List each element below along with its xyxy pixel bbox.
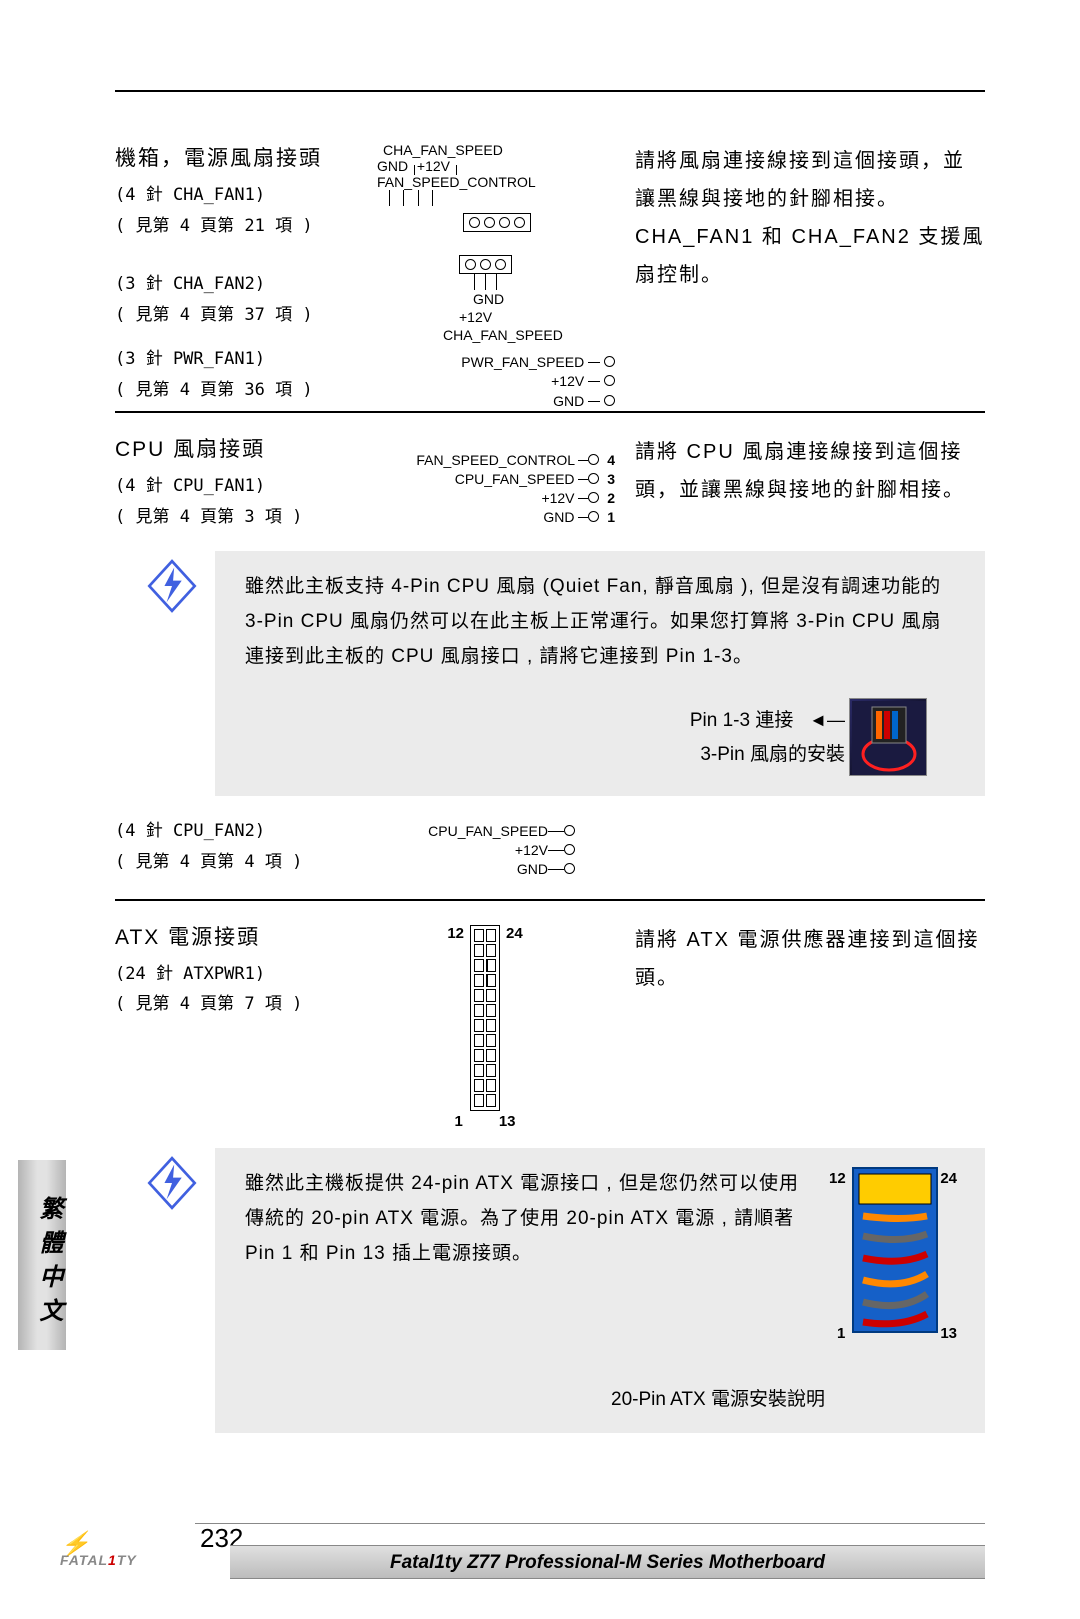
lightning-icon <box>145 559 199 613</box>
cpu-fan-thumb <box>849 698 927 776</box>
page-content: 機箱，電源風扇接頭 (4 針 CHA_FAN1) ( 見第 4 頁第 21 項 … <box>115 90 985 1453</box>
s2-nc1: Pin 1-3 連接 <box>690 710 793 731</box>
d2-12v: +12V <box>459 308 615 326</box>
d1-gnd: GND <box>377 158 408 174</box>
s1-i2l1: (3 針 CHA_FAN2) <box>115 269 335 300</box>
s1-i3l1: (3 針 PWR_FAN1) <box>115 344 335 375</box>
s2-nc2: 3-Pin 風扇的安裝 <box>690 738 845 772</box>
d3-gnd: GND <box>553 393 584 409</box>
s2-i1l2: ( 見第 4 頁第 3 項 ) <box>115 502 335 533</box>
s2-heading: CPU 風扇接頭 <box>115 433 335 463</box>
s2-diagram: FAN_SPEED_CONTROL 4 CPU_FAN_SPEED 3 +12V… <box>355 433 615 532</box>
s3-note: 雖然此主機板提供 24-pin ATX 電源接口 , 但是您仍然可以使用傳統的 … <box>245 1166 815 1340</box>
d2-cfs: CHA_FAN_SPEED <box>443 326 615 344</box>
s1-heading: 機箱，電源風扇接頭 <box>115 142 335 172</box>
footer-title: Fatal1ty Z77 Professional-M Series Mothe… <box>230 1545 985 1579</box>
s1-diagrams: CHA_FAN_SPEED GND +12V FAN_SPEED_CONTROL <box>355 142 615 411</box>
top-rule <box>115 90 985 92</box>
s3-note-caption: 20-Pin ATX 電源安裝說明 <box>611 1389 825 1410</box>
lightning-icon <box>145 1156 199 1210</box>
s3-notebox: 雖然此主機板提供 24-pin ATX 電源接口 , 但是您仍然可以使用傳統的 … <box>215 1148 985 1433</box>
d3-12v: +12V <box>551 373 584 389</box>
s2-i2l2: ( 見第 4 頁第 4 項 ) <box>115 847 335 878</box>
s2-note: 雖然此主板支持 4-Pin CPU 風扇 (Quiet Fan, 靜音風扇 ),… <box>245 569 955 674</box>
s2-i1l1: (4 針 CPU_FAN1) <box>115 471 335 502</box>
arrow-left-icon: ◄— <box>809 704 845 736</box>
section-cpu-fan: CPU 風扇接頭 (4 針 CPU_FAN1) ( 見第 4 頁第 3 項 ) … <box>115 411 985 878</box>
section-chassis-fan: 機箱，電源風扇接頭 (4 針 CHA_FAN1) ( 見第 4 頁第 21 項 … <box>115 142 985 411</box>
s3-i1l1: (24 針 ATXPWR1) <box>115 959 335 990</box>
s1-i1l2: ( 見第 4 頁第 21 項 ) <box>115 211 335 242</box>
language-tab: 繁體中文 <box>18 1160 66 1350</box>
s2-diagram2: CPU_FAN_SPEED +12V GND <box>355 816 615 879</box>
s1-i2l2: ( 見第 4 頁第 37 項 ) <box>115 300 335 331</box>
s2-i2l1: (4 針 CPU_FAN2) <box>115 816 335 847</box>
atx-thumb: 12 24 1 13 <box>835 1166 955 1340</box>
d2-gnd: GND <box>473 290 615 308</box>
s1-i3l2: ( 見第 4 頁第 36 項 ) <box>115 375 335 406</box>
s2-notebox: 雖然此主板支持 4-Pin CPU 風扇 (Quiet Fan, 靜音風扇 ),… <box>215 551 985 796</box>
s1-desc: 請將風扇連接線接到這個接頭，並讓黑線與接地的針腳相接。CHA_FAN1 和 CH… <box>635 142 985 294</box>
page-footer: 232 Fatal1ty Z77 Professional-M Series M… <box>0 1527 1080 1577</box>
d1-fsc: FAN_SPEED_CONTROL <box>377 174 536 190</box>
s1-i1l1: (4 針 CHA_FAN1) <box>115 180 335 211</box>
section-atx-power: ATX 電源接頭 (24 針 ATXPWR1) ( 見第 4 頁第 7 項 ) … <box>115 899 985 1433</box>
d1-12v: +12V <box>417 158 450 174</box>
s3-i1l2: ( 見第 4 頁第 7 項 ) <box>115 989 335 1020</box>
s3-diagram: 12 24 <box>355 921 615 1130</box>
d1-top: CHA_FAN_SPEED <box>383 142 615 158</box>
s3-desc: 請將 ATX 電源供應器連接到這個接頭。 <box>635 921 985 997</box>
s2-desc: 請將 CPU 風扇連接線接到這個接頭，並讓黑線與接地的針腳相接。 <box>635 433 985 509</box>
s3-heading: ATX 電源接頭 <box>115 921 335 951</box>
d3-pfs: PWR_FAN_SPEED <box>461 354 584 370</box>
fatal1ty-logo: ⚡ FATAL1TY <box>60 1537 137 1568</box>
